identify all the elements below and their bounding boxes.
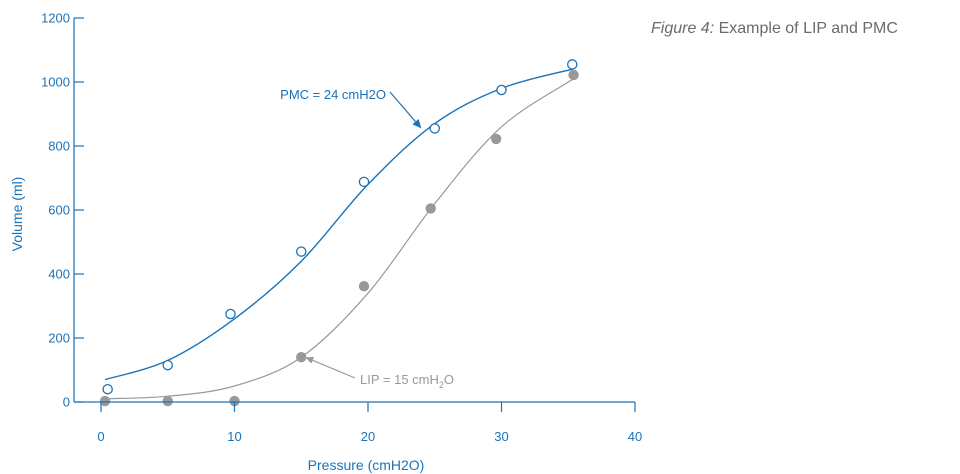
deflation-point <box>568 69 579 81</box>
x-tick-label: 20 <box>361 429 375 444</box>
x-tick-label: 10 <box>227 429 241 444</box>
figure-caption: Figure 4: Example of LIP and PMC <box>651 20 898 38</box>
lip-label-main: LIP = 15 cmH <box>360 372 439 387</box>
y-ticks: 0 200 400 600 800 1000 1200 <box>41 11 84 410</box>
inflation-point <box>496 84 507 96</box>
x-ticks: 0 10 20 30 40 <box>97 402 642 444</box>
deflation-point <box>425 203 436 214</box>
figure-number: Figure 4: <box>651 20 715 37</box>
inflation-point <box>567 59 578 70</box>
curves-layer <box>104 68 574 400</box>
inflation-curve <box>104 68 573 381</box>
deflation-point <box>358 280 370 292</box>
deflation-point <box>229 395 240 407</box>
axes: 0 200 400 600 800 1000 1200 0 10 20 30 40 Pressure… <box>9 11 642 474</box>
y-tick-label: 0 <box>63 395 70 410</box>
inflation-point <box>429 123 440 134</box>
y-tick-label: 600 <box>48 203 70 218</box>
pmc-arrow-head <box>412 118 422 129</box>
points-layer <box>99 59 579 407</box>
lip-label: LIP = 15 cmH2O <box>360 372 454 390</box>
inflation-point <box>162 359 173 371</box>
deflation-point <box>296 352 307 363</box>
inflation-point <box>295 246 307 257</box>
annotation-lip: LIP = 15 cmH2O <box>305 356 454 390</box>
figure-caption-text: Example of LIP and PMC <box>714 20 898 37</box>
annotation-pmc: PMC = 24 cmH2O <box>280 87 422 129</box>
pmc-arrow-line <box>389 91 416 122</box>
pmc-label: PMC = 24 cmH2O <box>280 87 386 102</box>
deflation-point <box>490 133 502 145</box>
lip-label-end: O <box>444 372 454 387</box>
y-axis-title: Volume (ml) <box>9 177 25 252</box>
x-tick-label: 30 <box>494 429 508 444</box>
deflation-point <box>99 395 111 407</box>
y-tick-label: 1200 <box>41 11 70 26</box>
inflation-point <box>102 383 113 395</box>
deflation-curve <box>104 78 574 400</box>
x-axis-title: Pressure (cmH2O) <box>308 457 425 473</box>
x-tick-label: 0 <box>97 429 104 444</box>
inflation-point <box>358 176 370 188</box>
y-tick-label: 1000 <box>41 75 70 90</box>
y-tick-label: 200 <box>48 331 70 346</box>
lip-label-subscript: 2 <box>439 380 444 390</box>
lip-arrow-line <box>312 359 356 379</box>
y-tick-label: 400 <box>48 267 70 282</box>
y-tick-label: 800 <box>48 139 70 154</box>
inflation-point <box>225 308 236 320</box>
lip-arrow-head <box>305 356 315 364</box>
x-tick-label: 40 <box>628 429 642 444</box>
deflation-point <box>162 395 173 407</box>
